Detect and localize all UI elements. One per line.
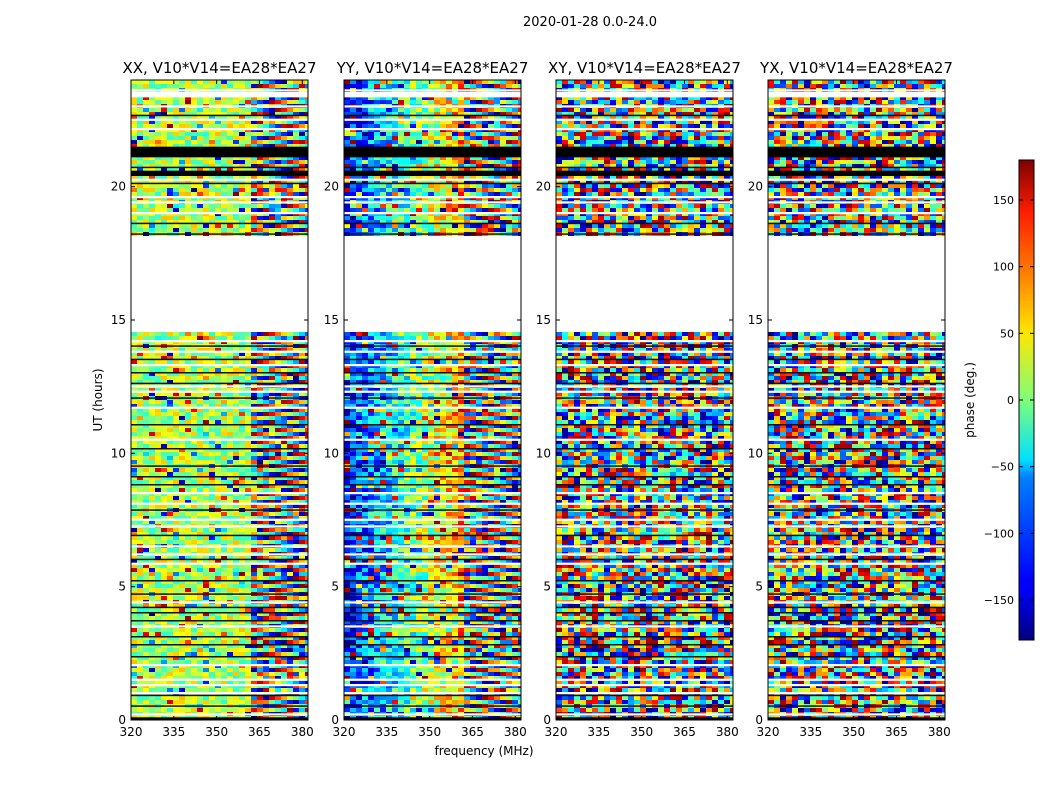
y-axis-label: UT (hours) bbox=[91, 368, 105, 431]
panels: XX, V10*V14=EA28*EA27 320 335 350 365 380 0 5 10… bbox=[111, 59, 953, 739]
y-tick-label: 5 bbox=[543, 580, 551, 594]
colorbar-tick-label: −50 bbox=[991, 461, 1014, 474]
colorbar-tick-label: 50 bbox=[1000, 327, 1014, 340]
x-tick-label: 365 bbox=[885, 725, 908, 739]
y-tick-label: 10 bbox=[324, 446, 339, 460]
y-tick-label: 10 bbox=[536, 446, 551, 460]
panel-title: YX, V10*V14=EA28*EA27 bbox=[759, 59, 953, 77]
panel-yy-1: YY, V10*V14=EA28*EA27 320 335 350 365 380 0 5 10… bbox=[324, 59, 529, 739]
y-tick-label: 0 bbox=[543, 713, 551, 727]
panel-cross-2: XY, V10*V14=EA28*EA27 320 335 350 365 380 0 5 10… bbox=[536, 59, 741, 739]
colorbar-tick-label: 0 bbox=[1007, 394, 1014, 407]
x-tick-label: 365 bbox=[461, 725, 484, 739]
y-tick-label: 15 bbox=[536, 313, 551, 327]
phase-heatmap bbox=[556, 80, 733, 720]
colorbar-label: phase (deg.) bbox=[963, 362, 977, 438]
x-tick-label: 320 bbox=[545, 725, 568, 739]
x-tick-label: 320 bbox=[333, 725, 356, 739]
colorbar-tick-label: 100 bbox=[993, 261, 1014, 274]
x-tick-label: 320 bbox=[120, 725, 143, 739]
x-tick-label: 335 bbox=[375, 725, 398, 739]
y-tick-label: 5 bbox=[118, 580, 126, 594]
x-tick-label: 380 bbox=[928, 725, 951, 739]
x-tick-label: 350 bbox=[842, 725, 865, 739]
colorbar: −150 −100 −50 0 50 100 150 phase (deg.) bbox=[963, 160, 1034, 640]
y-tick-label: 15 bbox=[748, 313, 763, 327]
y-tick-label: 0 bbox=[118, 713, 126, 727]
x-tick-label: 380 bbox=[716, 725, 739, 739]
y-tick-label: 20 bbox=[748, 180, 763, 194]
phase-heatmap bbox=[131, 80, 308, 720]
y-tick-label: 5 bbox=[331, 580, 339, 594]
colorbar-tick-label: −150 bbox=[984, 594, 1014, 607]
x-tick-label: 350 bbox=[205, 725, 228, 739]
colorbar-tick-label: 150 bbox=[993, 194, 1014, 207]
phase-heatmap bbox=[768, 80, 945, 720]
y-tick-label: 15 bbox=[324, 313, 339, 327]
x-tick-label: 320 bbox=[757, 725, 780, 739]
y-tick-label: 0 bbox=[755, 713, 763, 727]
x-tick-label: 365 bbox=[248, 725, 271, 739]
panel-xx-0: XX, V10*V14=EA28*EA27 320 335 350 365 380 0 5 10… bbox=[111, 59, 317, 739]
x-tick-label: 335 bbox=[587, 725, 610, 739]
y-tick-label: 10 bbox=[111, 446, 126, 460]
panel-title: YY, V10*V14=EA28*EA27 bbox=[336, 59, 529, 77]
x-tick-label: 380 bbox=[504, 725, 527, 739]
y-tick-label: 20 bbox=[324, 180, 339, 194]
figure: 2020-01-28 0.0-24.0 XX, V10*V14=EA28*EA2… bbox=[0, 0, 1050, 800]
x-tick-label: 335 bbox=[799, 725, 822, 739]
panel-title: XY, V10*V14=EA28*EA27 bbox=[548, 59, 741, 77]
phase-heatmap bbox=[344, 80, 521, 720]
x-axis-label: frequency (MHz) bbox=[434, 744, 533, 758]
panel-cross-3: YX, V10*V14=EA28*EA27 320 335 350 365 380 0 5 10… bbox=[748, 59, 953, 739]
y-tick-label: 20 bbox=[536, 180, 551, 194]
colorbar-tick-label: −100 bbox=[984, 527, 1014, 540]
panel-title: XX, V10*V14=EA28*EA27 bbox=[122, 59, 316, 77]
x-tick-label: 350 bbox=[418, 725, 441, 739]
x-tick-label: 335 bbox=[162, 725, 185, 739]
x-tick-label: 350 bbox=[630, 725, 653, 739]
y-tick-label: 15 bbox=[111, 313, 126, 327]
suptitle: 2020-01-28 0.0-24.0 bbox=[523, 15, 657, 30]
x-tick-label: 365 bbox=[673, 725, 696, 739]
x-tick-label: 380 bbox=[291, 725, 314, 739]
y-tick-label: 10 bbox=[748, 446, 763, 460]
y-tick-label: 0 bbox=[331, 713, 339, 727]
y-tick-label: 5 bbox=[755, 580, 763, 594]
y-tick-label: 20 bbox=[111, 180, 126, 194]
